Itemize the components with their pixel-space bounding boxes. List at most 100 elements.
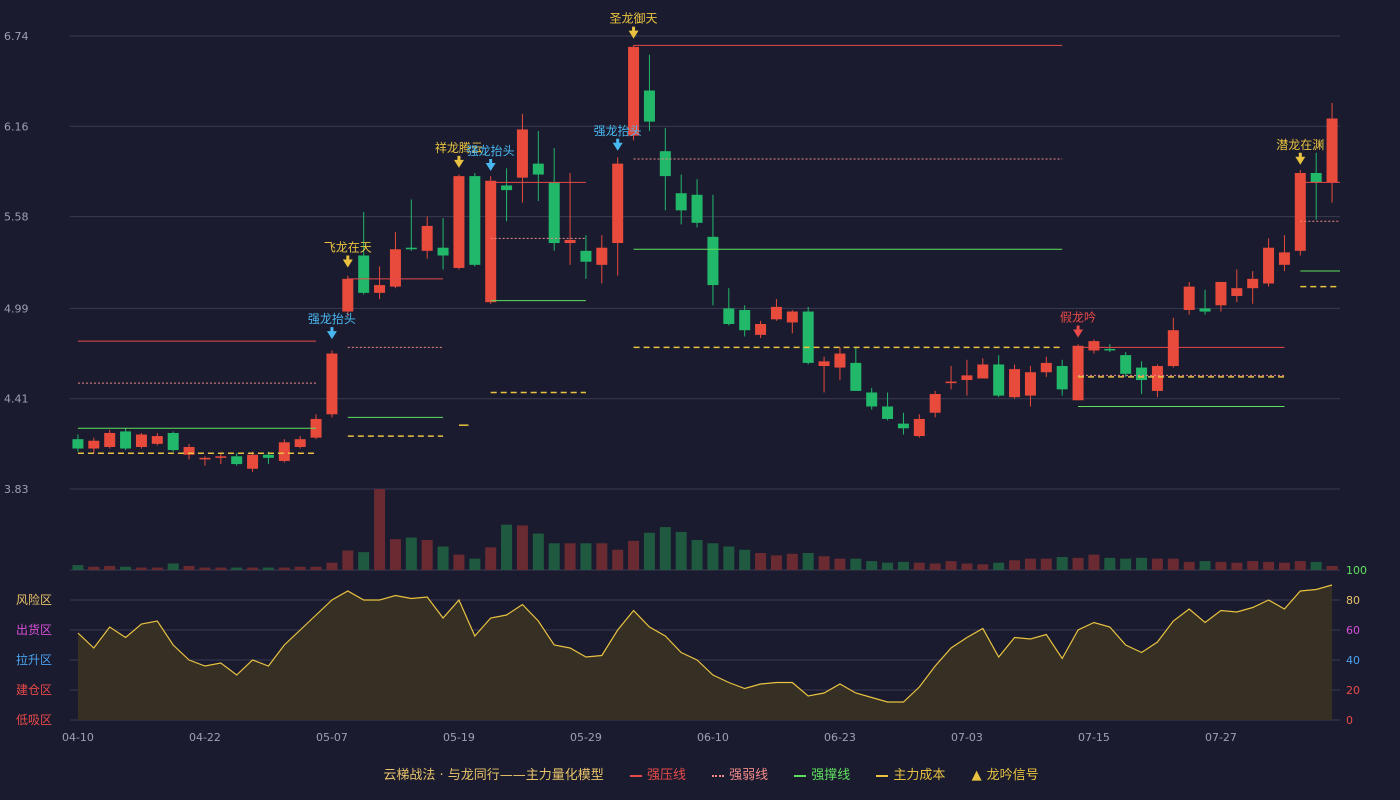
volume-bar: [72, 565, 84, 570]
volume-bar: [961, 563, 973, 570]
candle-body: [453, 176, 465, 268]
candle-body: [929, 394, 941, 413]
volume-bar: [135, 567, 147, 570]
candle-body: [151, 436, 163, 444]
volume-bar: [675, 531, 687, 570]
osc-tick-label: 40: [1346, 654, 1360, 667]
volume-bar: [707, 543, 719, 570]
candle-body: [72, 439, 84, 449]
volume-bar: [1009, 560, 1021, 570]
price-tick-label: 4.99: [4, 302, 29, 315]
volume-bar: [929, 563, 941, 570]
oscillator-line: [77, 584, 1333, 703]
legend-strong-pressure[interactable]: 强压线: [629, 764, 686, 783]
candle-body: [961, 375, 973, 381]
x-tick-label: 04-22: [189, 731, 221, 744]
volume-bar: [945, 561, 957, 570]
x-tick-label: 07-03: [951, 731, 983, 744]
legend-dragon-signal[interactable]: ▲ 龙吟信号: [971, 768, 1039, 783]
volume-bar: [1247, 561, 1259, 570]
volume-bar: [755, 552, 767, 570]
volume-bar: [104, 565, 116, 570]
zone-label: 出货区: [16, 622, 52, 637]
candle-body: [389, 249, 401, 287]
candle-body: [691, 194, 703, 223]
candle-body: [786, 311, 798, 323]
volume-bar: [278, 567, 290, 570]
volume-bar: [88, 566, 100, 570]
volume-bar: [691, 540, 703, 570]
volume-bar: [659, 527, 671, 570]
zone-label: 风险区: [16, 592, 52, 607]
candle-body: [850, 362, 862, 391]
price-tick-label: 6.74: [4, 30, 29, 43]
candle-body: [564, 239, 576, 244]
volume-bar: [469, 558, 481, 570]
volume-bar: [866, 561, 878, 570]
candle-body: [977, 364, 989, 379]
signal-label: 祥龙腾云: [435, 140, 483, 155]
candle-body: [628, 46, 640, 136]
x-tick-label: 06-23: [824, 731, 856, 744]
candle-body: [183, 446, 195, 455]
candle-body: [120, 431, 132, 449]
legend-main-cost[interactable]: 主力成本: [876, 764, 945, 783]
signal-arrow-icon: [628, 30, 639, 39]
osc-tick-label: 0: [1346, 714, 1353, 727]
candle-body: [580, 250, 592, 262]
volume-bar: [1310, 561, 1322, 570]
signal-label: 强龙抬头: [308, 312, 356, 326]
candle-body: [262, 454, 274, 458]
volume-bar: [151, 567, 163, 570]
price-tick-label: 4.41: [4, 393, 29, 406]
candle-body: [1183, 286, 1195, 310]
volume-bar: [342, 550, 354, 570]
candle-body: [358, 255, 370, 293]
candle-body: [485, 180, 497, 303]
zone-label: 建仓区: [16, 683, 52, 697]
volume-bar: [1072, 557, 1084, 570]
volume-bar: [834, 558, 846, 570]
volume-bar: [1231, 562, 1243, 570]
candle-body: [501, 185, 513, 191]
candle-body: [596, 247, 608, 265]
candle-body: [199, 457, 211, 460]
volume-bar: [564, 543, 576, 570]
volume-bar: [897, 561, 909, 570]
volume-bar: [167, 563, 179, 570]
candle-body: [1072, 345, 1084, 401]
candle-body: [1120, 355, 1132, 374]
candle-body: [882, 406, 894, 419]
candle-body: [707, 236, 719, 286]
signal-arrow-icon: [1295, 156, 1306, 165]
candle-body: [532, 163, 544, 175]
volume-bar: [1024, 558, 1036, 570]
volume-bar: [1136, 557, 1148, 570]
candle-body: [1088, 341, 1100, 351]
zone-label: 拉升区: [16, 652, 52, 667]
volume-bar: [405, 537, 417, 570]
candle-body: [421, 225, 433, 251]
legend-support-line[interactable]: 强撑线: [794, 764, 850, 783]
zone-label: 低吸区: [16, 713, 52, 727]
signal-label: 强龙抬头: [467, 144, 515, 158]
signal-arrow-icon: [485, 162, 496, 171]
candle-body: [945, 381, 957, 384]
legend-weak-line[interactable]: 强弱线: [712, 764, 768, 783]
volume-bar: [1294, 561, 1306, 570]
signal-arrow-icon: [612, 142, 623, 151]
oscillator-area: [77, 585, 1333, 720]
candle-body: [675, 193, 687, 211]
volume-bar: [532, 533, 544, 570]
volume-bar: [802, 552, 814, 570]
volume-bar: [770, 555, 782, 570]
volume-bar: [262, 567, 274, 570]
chart-legend: 云梯战法 · 与龙同行——主力量化模型 强压线 强弱线 强撑线 主力成本 ▲ 龙吟…: [0, 764, 1400, 783]
candle-body: [1231, 288, 1243, 296]
candle-body: [659, 151, 671, 177]
x-tick-label: 05-07: [316, 731, 348, 744]
volume-bar: [612, 549, 624, 570]
volume-bar: [1326, 565, 1338, 570]
candle-body: [167, 432, 179, 451]
candle-body: [643, 90, 655, 122]
